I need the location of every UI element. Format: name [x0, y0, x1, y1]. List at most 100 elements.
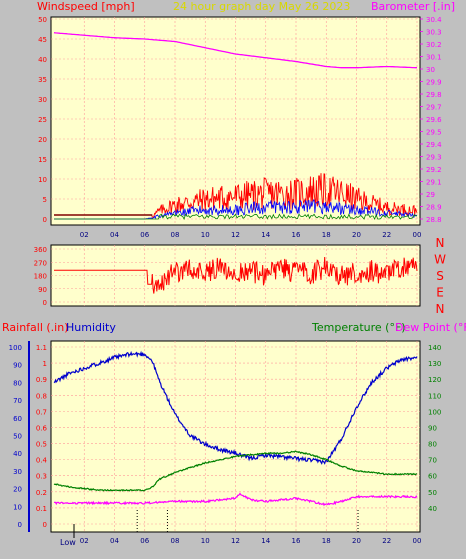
- compass-label: W: [434, 253, 446, 267]
- wind-direction-series-line: [54, 256, 418, 294]
- direction-tick-label: 0: [43, 299, 47, 307]
- humidity-tick-label: 40: [13, 450, 22, 458]
- humidity-tick-label: 90: [13, 362, 22, 370]
- compass-label: N: [436, 236, 445, 250]
- windspeed-tick-label: 5: [43, 196, 47, 204]
- barometer-tick-label: 29.4: [426, 141, 442, 149]
- barometer-tick-label: 30.4: [426, 16, 442, 24]
- barometer-tick-label: 30: [426, 66, 435, 74]
- windspeed-tick-label: 15: [38, 156, 47, 164]
- compass-label: S: [436, 269, 444, 283]
- temperature-tick-label: 100: [428, 408, 441, 416]
- temperature-tick-label: 130: [428, 360, 441, 368]
- low-wind-series-line: [54, 213, 418, 220]
- barometer-axis-title: Barometer [.in]: [371, 0, 455, 13]
- direction-tick-label: 180: [34, 273, 47, 281]
- rainfall-axis-title: Rainfall (.in): [2, 321, 69, 334]
- barometer-tick-label: 29.5: [426, 129, 442, 137]
- windspeed-tick-label: 50: [38, 16, 47, 24]
- time-tick-label: 18: [322, 537, 331, 545]
- rainfall-tick-label: 1.1: [36, 344, 47, 352]
- temperature-axis-title: Temperature (°F): [311, 321, 406, 334]
- barometer-tick-label: 29.8: [426, 91, 442, 99]
- windspeed-tick-label: 30: [38, 96, 47, 104]
- rainfall-tick-label: 0.3: [36, 473, 47, 481]
- time-tick-label: 08: [171, 537, 180, 545]
- dewpoint-series-line: [53, 492, 418, 507]
- barometer-tick-label: 28.8: [426, 216, 442, 224]
- windspeed-tick-label: 45: [38, 36, 47, 44]
- time-tick-label: 10: [201, 537, 210, 545]
- humidity-tick-label: 10: [13, 503, 22, 511]
- barometer-tick-label: 29.6: [426, 116, 442, 124]
- rainfall-tick-label: 0.7: [36, 408, 47, 416]
- barometer-tick-label: 29.7: [426, 104, 442, 112]
- rainfall-tick-label: 1: [43, 360, 47, 368]
- windspeed-tick-label: 40: [38, 56, 47, 64]
- windspeed-tick-label: 25: [38, 116, 47, 124]
- direction-tick-label: 270: [34, 259, 47, 267]
- temperature-tick-label: 60: [428, 473, 437, 481]
- temperature-tick-label: 120: [428, 376, 441, 384]
- time-tick-label: 14: [261, 231, 270, 239]
- time-tick-label: 12: [231, 231, 240, 239]
- rainfall-tick-label: 0.8: [36, 392, 47, 400]
- barometer-tick-label: 29: [426, 191, 435, 199]
- barometer-series-line: [53, 32, 417, 69]
- time-tick-label: 06: [140, 231, 149, 239]
- rainfall-tick-label: 0.2: [36, 489, 47, 497]
- barometer-tick-label: 30.3: [426, 29, 442, 37]
- temperature-series-line: [53, 450, 418, 492]
- low-marker-label: Low: [60, 538, 76, 547]
- time-tick-label: 20: [352, 231, 361, 239]
- direction-tick-label: 90: [38, 286, 47, 294]
- time-tick-label: 12: [231, 537, 240, 545]
- time-tick-label: 16: [292, 537, 301, 545]
- time-tick-label: 22: [382, 537, 391, 545]
- humidity-tick-label: 100: [9, 344, 22, 352]
- windspeed-axis-title: Windspeed [mph]: [37, 0, 135, 13]
- temperature-tick-label: 140: [428, 344, 441, 352]
- windspeed-tick-label: 35: [38, 76, 47, 84]
- rainfall-tick-label: 0.1: [36, 505, 47, 513]
- rainfall-tick-label: 0.9: [36, 376, 47, 384]
- humidity-tick-label: 50: [13, 433, 22, 441]
- temperature-tick-label: 110: [428, 392, 441, 400]
- temperature-tick-label: 70: [428, 457, 437, 465]
- barometer-tick-label: 30.1: [426, 54, 442, 62]
- humidity-tick-label: 60: [13, 415, 22, 423]
- time-tick-label: 02: [80, 537, 89, 545]
- humidity-tick-label: 30: [13, 468, 22, 476]
- compass-label: E: [436, 286, 444, 300]
- temperature-tick-label: 40: [428, 505, 437, 513]
- temperature-tick-label: 90: [428, 424, 437, 432]
- humidity-tick-label: 20: [13, 486, 22, 494]
- windspeed-tick-label: 10: [38, 176, 47, 184]
- barometer-tick-label: 29.1: [426, 179, 442, 187]
- windspeed-tick-label: 0: [43, 216, 47, 224]
- time-tick-label: 08: [171, 231, 180, 239]
- barometer-tick-label: 29.3: [426, 154, 442, 162]
- time-tick-label: 22: [382, 231, 391, 239]
- barometer-tick-label: 29.9: [426, 79, 442, 87]
- graph-title: 24 hour graph day May 26 2023: [173, 0, 350, 13]
- time-tick-label: 04: [110, 537, 119, 545]
- humidity-series-line: [53, 350, 418, 465]
- time-tick-label: 16: [292, 231, 301, 239]
- time-tick-label: 10: [201, 231, 210, 239]
- time-tick-label: 20: [352, 537, 361, 545]
- temperature-tick-label: 80: [428, 441, 437, 449]
- time-tick-label: 02: [80, 231, 89, 239]
- barometer-tick-label: 28.9: [426, 204, 442, 212]
- temperature-tick-label: 50: [428, 489, 437, 497]
- direction-tick-label: 360: [34, 246, 47, 254]
- time-tick-label: 06: [140, 537, 149, 545]
- time-tick-label: 18: [322, 231, 331, 239]
- time-tick-label: 04: [110, 231, 119, 239]
- rainfall-tick-label: 0.4: [36, 457, 48, 465]
- dewpoint-axis-title: Dew Point (°F): [395, 321, 466, 334]
- humidity-tick-label: 80: [13, 379, 22, 387]
- rainfall-tick-label: 0.6: [36, 424, 48, 432]
- rainfall-tick-label: 0.5: [36, 441, 47, 449]
